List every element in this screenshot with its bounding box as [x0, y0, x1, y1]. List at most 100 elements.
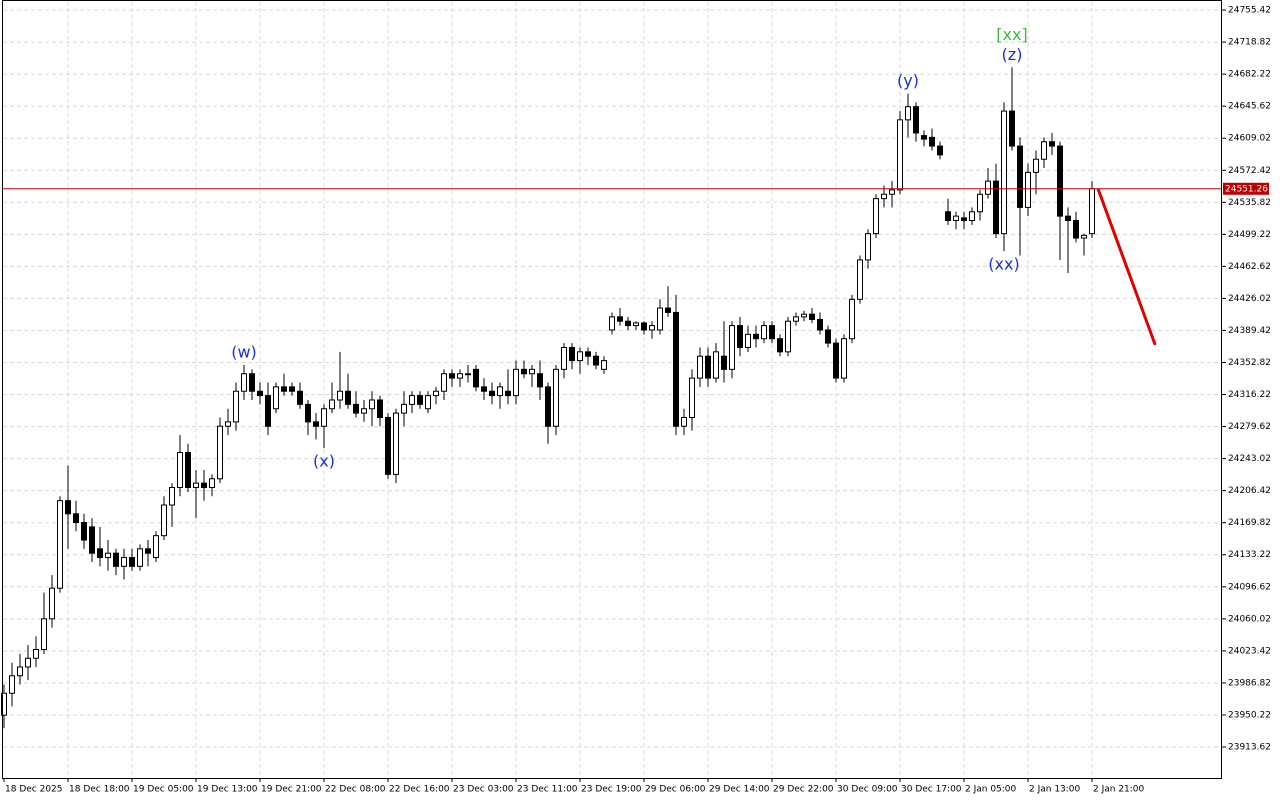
- candle-body: [961, 217, 967, 222]
- candle-body: [745, 333, 751, 348]
- y-tick-label: 24499.22: [1228, 230, 1271, 240]
- candle-body: [545, 386, 551, 427]
- y-tick-label: 24755.42: [1228, 6, 1271, 16]
- candle-body: [281, 386, 287, 392]
- candle-body: [937, 145, 943, 156]
- candle-body: [457, 373, 463, 379]
- candle-body: [649, 325, 655, 331]
- candle-body: [217, 425, 223, 480]
- candle-body: [1017, 145, 1023, 208]
- candle-body: [897, 119, 903, 191]
- candle-body: [1, 692, 7, 716]
- candle-body: [1033, 158, 1039, 173]
- x-tick-label: 2 Jan 21:00: [1093, 785, 1145, 795]
- y-tick-label: 24169.82: [1228, 518, 1271, 528]
- x-tick-label: 19 Dec 05:00: [133, 785, 194, 795]
- candle-body: [537, 373, 543, 388]
- x-tick-label: 2 Jan 13:00: [1029, 785, 1081, 795]
- candle-body: [473, 368, 479, 388]
- wave-label: [xx]: [996, 25, 1027, 44]
- candle-body: [817, 318, 823, 331]
- wave-label: (x): [313, 452, 335, 471]
- candle-body: [465, 373, 471, 376]
- candle-body: [137, 548, 143, 567]
- y-tick-label: 24572.42: [1228, 166, 1271, 176]
- x-tick-label: 19 Dec 13:00: [197, 785, 258, 795]
- candle-body: [993, 180, 999, 235]
- candle-body: [121, 557, 127, 567]
- candle-body: [929, 136, 935, 147]
- candle-body: [737, 325, 743, 348]
- candle-body: [785, 320, 791, 353]
- candle-body: [857, 259, 863, 300]
- candle-body: [921, 135, 927, 140]
- y-tick-label: 23986.82: [1228, 678, 1271, 688]
- y-tick-label: 24462.62: [1228, 262, 1271, 272]
- y-tick-label: 24133.22: [1228, 550, 1271, 560]
- candle-body: [161, 504, 167, 537]
- candle-body: [969, 211, 975, 222]
- candle-body: [353, 403, 359, 414]
- wave-label: (z): [1002, 45, 1023, 64]
- candle-body: [761, 325, 767, 340]
- candle-body: [529, 368, 535, 375]
- candle-body: [825, 329, 831, 344]
- candle-body: [441, 373, 447, 392]
- x-tick-label: 30 Dec 17:00: [901, 785, 962, 795]
- candle-body: [657, 307, 663, 331]
- candle-body: [793, 316, 799, 322]
- candle-body: [401, 403, 407, 414]
- candle-body: [417, 395, 423, 405]
- candle-body: [881, 193, 887, 200]
- y-tick-label: 24645.62: [1228, 102, 1271, 112]
- y-tick-label: 24535.82: [1228, 198, 1271, 208]
- candle-body: [89, 526, 95, 554]
- marks: (w) (x) (y) (z)[xx] (xx): [1, 25, 1222, 729]
- y-tick-label: 24718.82: [1228, 38, 1271, 48]
- candle-body: [841, 338, 847, 379]
- candle-body: [553, 368, 559, 427]
- candle-body: [393, 412, 399, 475]
- x-tick-label: 30 Dec 09:00: [837, 785, 898, 795]
- candle-body: [209, 478, 215, 489]
- candle-body: [489, 390, 495, 397]
- x-tick-label: 22 Dec 16:00: [389, 785, 450, 795]
- candle-body: [257, 390, 263, 397]
- candle-body: [49, 587, 55, 620]
- candle-body: [913, 106, 919, 134]
- candle-body: [153, 535, 159, 559]
- candle-body: [329, 399, 335, 410]
- candle-body: [593, 355, 599, 366]
- y-tick-label: 24206.42: [1228, 486, 1271, 496]
- candle-body: [65, 500, 71, 515]
- axes: 24755.42 24718.82 24682.22 24645.62 24609.02…: [3, 6, 1271, 795]
- y-tick-label: 24609.02: [1228, 134, 1271, 144]
- candle-body: [1089, 188, 1095, 235]
- candle-body: [265, 395, 271, 427]
- last-price-label: 24551.26: [1225, 184, 1268, 194]
- candle-body: [113, 552, 119, 567]
- candle-body: [753, 333, 759, 340]
- x-tick-label: 2 Jan 05:00: [965, 785, 1017, 795]
- x-tick-label: 29 Dec 22:00: [773, 785, 834, 795]
- candle-body: [697, 355, 703, 379]
- candle-body: [985, 180, 991, 195]
- candle-body: [369, 399, 375, 410]
- y-tick-label: 23913.62: [1228, 742, 1271, 752]
- candle-body: [873, 198, 879, 235]
- candle-body: [481, 386, 487, 392]
- candle-body: [1009, 110, 1015, 147]
- candle-body: [249, 373, 255, 392]
- candle-body: [193, 482, 199, 489]
- x-tick-label: 29 Dec 14:00: [709, 785, 770, 795]
- candle-body: [625, 320, 631, 327]
- candle-body: [809, 313, 815, 320]
- y-tick-label: 24096.62: [1228, 582, 1271, 592]
- plot-frame: [2, 0, 1222, 779]
- x-tick-label: 29 Dec 06:00: [645, 785, 706, 795]
- candle-body: [633, 322, 639, 327]
- candle-body: [729, 325, 735, 370]
- x-tick-label: 23 Dec 03:00: [453, 785, 514, 795]
- y-tick-label: 24682.22: [1228, 70, 1271, 80]
